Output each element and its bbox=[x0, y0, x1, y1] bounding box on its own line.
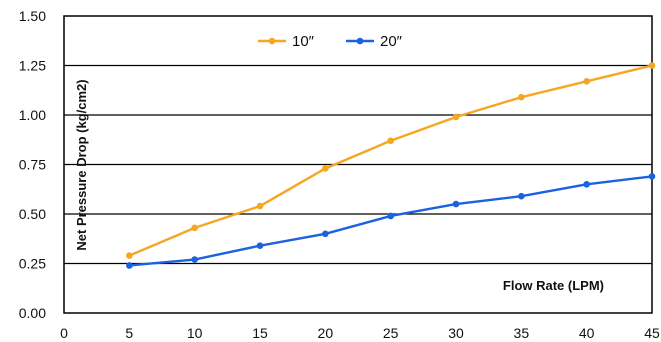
legend-item: 10″ bbox=[258, 33, 315, 50]
plot-area-border bbox=[63, 15, 653, 314]
data-point bbox=[191, 224, 198, 232]
x-axis-ticks: 0 5 10 15 20 25 30 35 40 45 bbox=[60, 325, 660, 341]
legend-label: 10″ bbox=[292, 33, 315, 50]
series-2 bbox=[126, 173, 656, 269]
legend-label: 20″ bbox=[380, 33, 403, 50]
legend-marker bbox=[356, 37, 364, 45]
data-point bbox=[256, 202, 264, 210]
data-point bbox=[648, 173, 656, 180]
legend-item: 20″ bbox=[346, 33, 403, 50]
y-axis-title: Net Pressure Drop (kg/cm2) bbox=[74, 79, 89, 250]
y-tick-label: 0.00 bbox=[19, 305, 46, 321]
series-line bbox=[129, 175, 653, 267]
data-point bbox=[322, 165, 329, 172]
x-tick-label: 40 bbox=[579, 325, 595, 341]
x-tick-label: 35 bbox=[514, 325, 530, 341]
y-tick-label: 1.25 bbox=[19, 58, 46, 74]
x-tick-label: 25 bbox=[383, 325, 399, 341]
series-1 bbox=[126, 62, 656, 259]
data-point bbox=[583, 181, 590, 188]
y-axis-ticks: 0.00 0.25 0.50 0.75 1.00 1.25 1.50 bbox=[19, 8, 46, 321]
data-point bbox=[518, 192, 525, 200]
x-tick-label: 10 bbox=[187, 325, 203, 341]
data-point bbox=[191, 256, 198, 263]
x-axis-title: Flow Rate (LPM) bbox=[503, 278, 604, 293]
x-tick-label: 15 bbox=[252, 325, 268, 341]
legend-marker bbox=[268, 37, 276, 45]
data-point bbox=[322, 230, 329, 238]
data-point bbox=[518, 93, 525, 101]
data-point bbox=[256, 242, 264, 249]
data-point bbox=[648, 62, 656, 69]
data-point bbox=[387, 212, 394, 220]
y-tick-label: 0.25 bbox=[19, 256, 46, 272]
data-point bbox=[452, 200, 460, 208]
grid-lines bbox=[64, 64, 652, 265]
x-tick-label: 5 bbox=[125, 325, 133, 341]
y-tick-label: 0.75 bbox=[19, 157, 46, 173]
x-tick-label: 30 bbox=[448, 325, 464, 341]
x-tick-label: 45 bbox=[644, 325, 660, 341]
data-point bbox=[126, 252, 133, 259]
x-tick-label: 0 bbox=[60, 325, 68, 341]
data-point bbox=[126, 262, 133, 269]
legend: 10″ 20″ bbox=[258, 33, 403, 50]
x-tick-label: 20 bbox=[318, 325, 334, 341]
series-line bbox=[128, 64, 653, 257]
data-point bbox=[583, 78, 590, 85]
data-point bbox=[452, 113, 460, 121]
series-group bbox=[126, 62, 656, 269]
data-point bbox=[387, 137, 394, 145]
y-tick-label: 0.50 bbox=[19, 206, 46, 222]
y-tick-label: 1.00 bbox=[19, 107, 46, 123]
y-tick-label: 1.50 bbox=[19, 8, 46, 24]
